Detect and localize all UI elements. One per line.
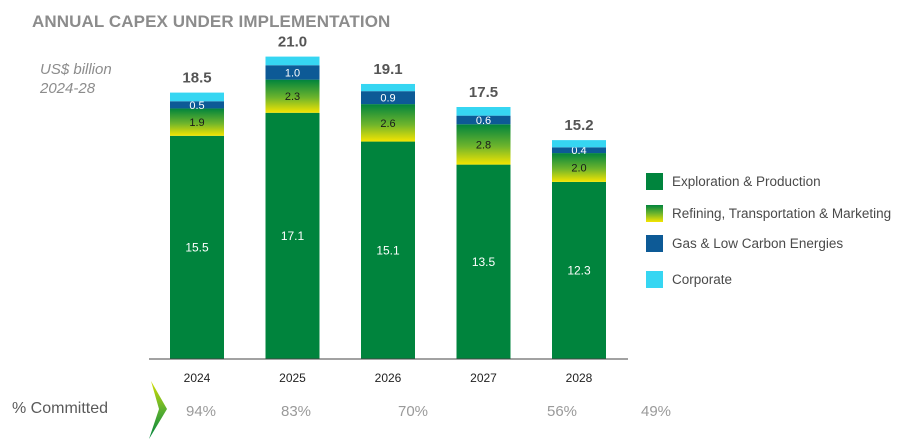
x-tick-label: 2024 xyxy=(184,371,211,385)
bar-segment-corporate xyxy=(361,83,415,92)
committed-value: 49% xyxy=(641,403,672,420)
data-label-refining: 2.0 xyxy=(571,162,586,174)
bar-segment-corporate xyxy=(456,107,511,116)
total-label: 15.2 xyxy=(564,117,593,134)
x-tick-label: 2027 xyxy=(470,371,497,385)
data-label-ep: 13.5 xyxy=(472,255,496,269)
bar-segment-refining xyxy=(456,124,511,165)
legend-item-refining: Refining, Transportation & Marketing xyxy=(646,204,909,224)
legend-swatch-ep xyxy=(646,173,663,190)
bar-segment-gas xyxy=(361,91,415,105)
legend-swatch-refining xyxy=(646,205,663,222)
period-label: 2024-28 xyxy=(40,80,96,97)
bar-segment-refining xyxy=(265,79,320,113)
legend-swatch-corporate xyxy=(646,271,663,288)
legend-item-gas: Gas & Low Carbon Energies xyxy=(646,234,909,254)
legend-item-corporate: Corporate xyxy=(646,270,909,290)
total-label: 21.0 xyxy=(278,34,307,51)
legend-swatch-gas xyxy=(646,235,663,252)
data-label-gas: 0.9 xyxy=(380,93,395,105)
x-tick-label: 2025 xyxy=(279,371,306,385)
x-tick-label: 2026 xyxy=(375,371,402,385)
total-label: 18.5 xyxy=(182,70,211,87)
bar-segment-gas xyxy=(552,147,606,154)
unit-label: US$ billion xyxy=(40,61,112,78)
data-label-ep: 17.1 xyxy=(281,229,305,243)
bar-segment-refining xyxy=(170,108,224,136)
bar-segment-gas xyxy=(170,101,224,109)
bar-segment-ep xyxy=(552,181,606,359)
bar-segment-refining xyxy=(552,153,606,182)
legend-label-gas: Gas & Low Carbon Energies xyxy=(672,236,844,251)
legend-item-ep: Exploration & Production xyxy=(646,172,909,192)
legend-label-ep: Exploration & Production xyxy=(672,174,821,189)
data-label-ep: 15.1 xyxy=(376,243,400,257)
committed-value: 56% xyxy=(547,403,578,420)
bar-segment-corporate xyxy=(265,56,320,66)
data-label-gas: 0.4 xyxy=(571,145,586,157)
legend-label-corporate: Corporate xyxy=(672,272,733,287)
total-label: 17.5 xyxy=(469,84,498,101)
bar-segment-corporate xyxy=(170,92,224,102)
bar-segment-ep xyxy=(456,164,511,359)
legend-label-refining: Refining, Transportation & Marketing xyxy=(672,206,892,221)
data-label-ep: 15.5 xyxy=(185,240,209,254)
data-label-ep: 12.3 xyxy=(567,263,591,277)
data-label-refining: 2.3 xyxy=(285,91,300,103)
x-tick-label: 2028 xyxy=(566,371,593,385)
data-label-refining: 2.6 xyxy=(380,118,395,130)
committed-value: 70% xyxy=(398,403,429,420)
bar-segment-ep xyxy=(170,135,224,359)
total-label: 19.1 xyxy=(373,61,402,78)
bar-segment-corporate xyxy=(552,140,606,148)
bar-segment-gas xyxy=(265,65,320,80)
bar-segment-gas xyxy=(456,115,511,125)
chart-title: ANNUAL CAPEX UNDER IMPLEMENTATION xyxy=(32,12,391,31)
data-label-refining: 1.9 xyxy=(189,117,204,129)
bar-segment-refining xyxy=(361,104,415,142)
chart-subtitle: US$ billion 2024-28 xyxy=(40,60,112,98)
chevron-arrow-icon xyxy=(149,381,167,439)
bar-segment-ep xyxy=(361,141,415,359)
committed-label: % Committed xyxy=(12,400,109,417)
data-label-refining: 2.8 xyxy=(476,139,491,151)
data-label-gas: 0.5 xyxy=(189,100,204,112)
data-label-gas: 0.6 xyxy=(476,115,491,127)
committed-value: 94% xyxy=(186,403,217,420)
bar-segment-ep xyxy=(265,112,320,359)
data-label-gas: 1.0 xyxy=(285,67,300,79)
committed-value: 83% xyxy=(281,403,312,420)
